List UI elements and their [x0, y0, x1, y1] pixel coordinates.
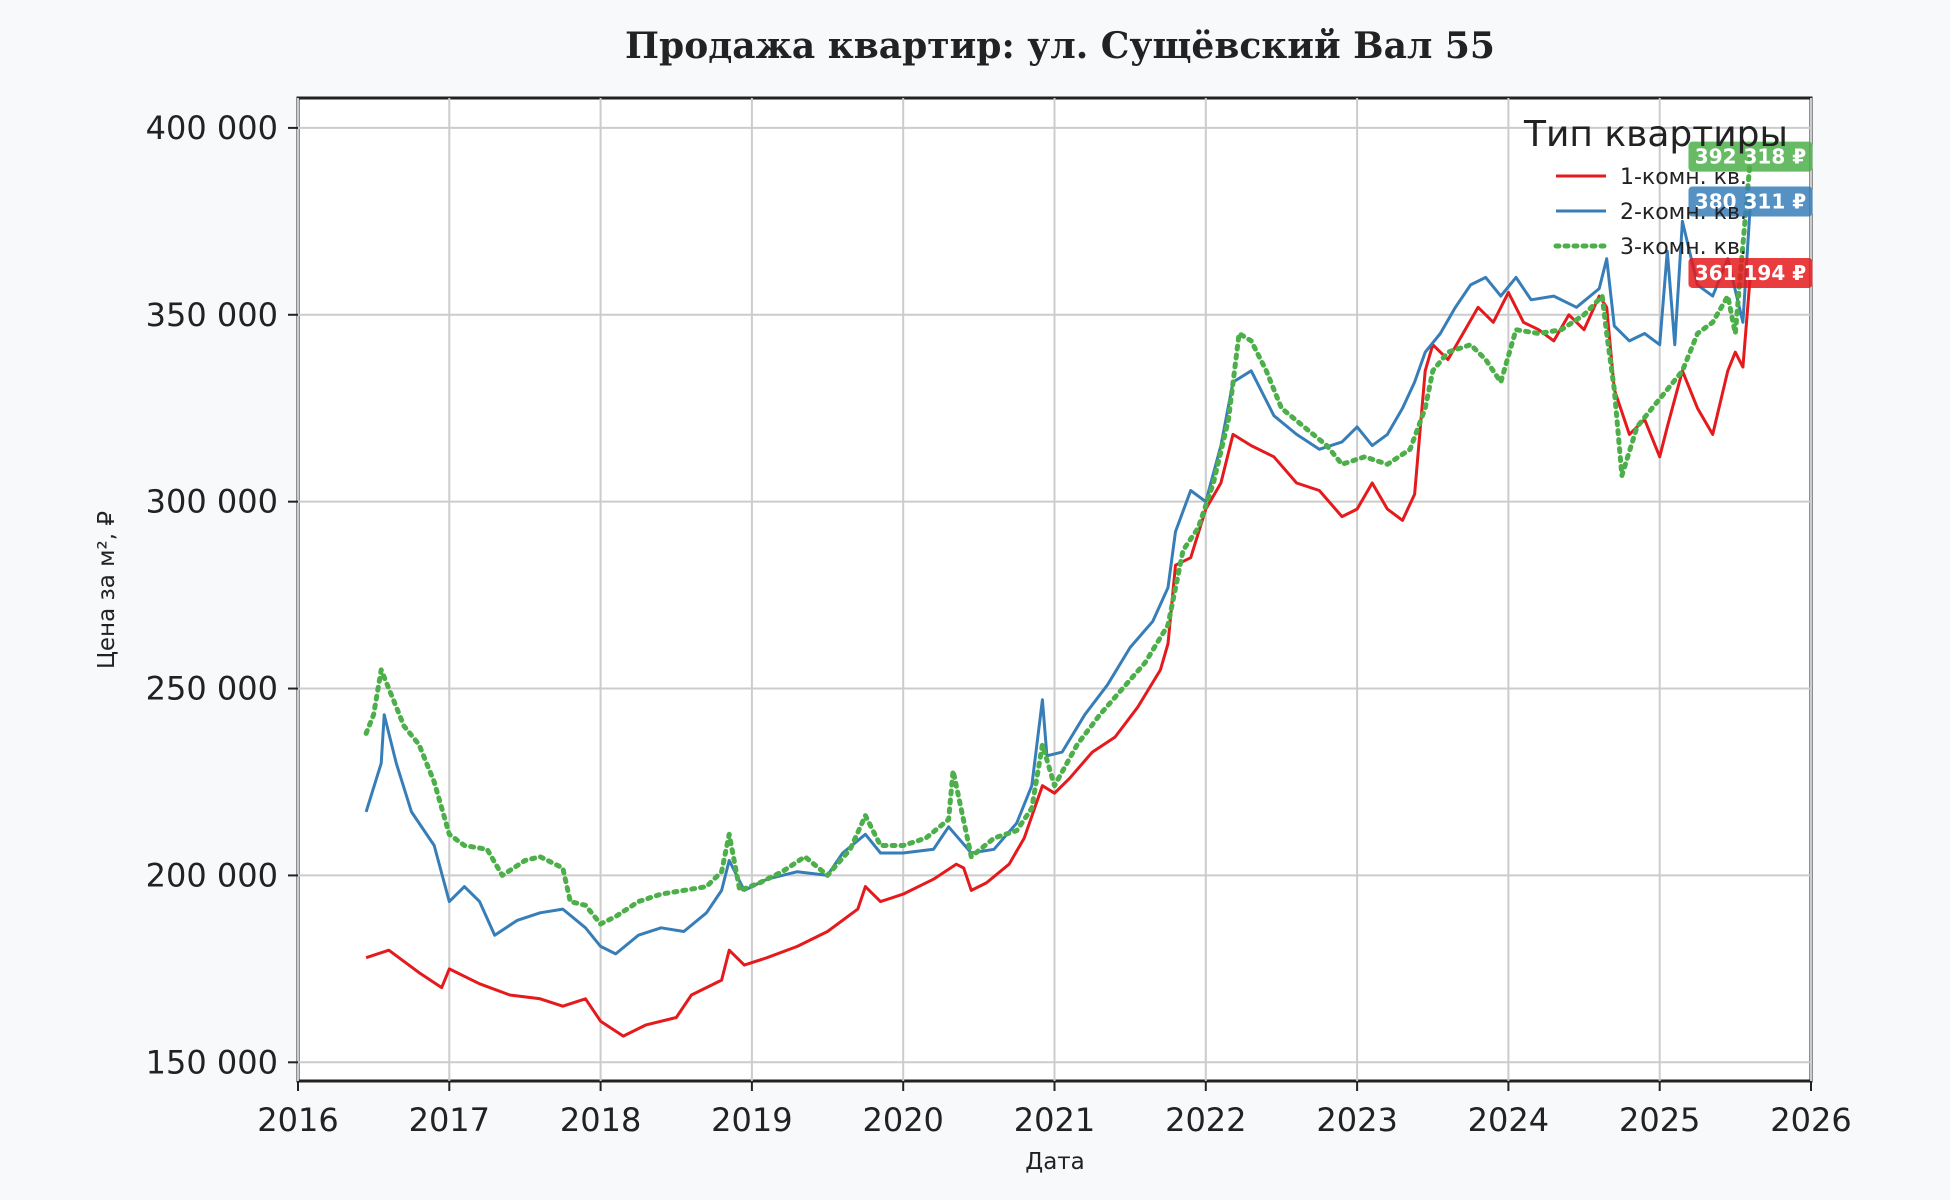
- last-value-badge: 380 311 ₽: [1688, 186, 1813, 217]
- x-axis-label: Дата: [1025, 1149, 1085, 1175]
- y-tick-label: 150 000: [146, 1043, 278, 1081]
- legend-label: 3-комн. кв.: [1620, 235, 1747, 260]
- y-tick-label: 350 000: [146, 296, 278, 334]
- badge-background: [1688, 141, 1813, 172]
- legend-label: 1-комн. кв.: [1620, 165, 1747, 190]
- legend-item-2: 2-комн. кв.: [1556, 200, 1747, 225]
- series-line-2: [364, 201, 1752, 956]
- y-tick-label: 400 000: [146, 109, 278, 147]
- series-line-3: [363, 154, 1753, 927]
- legend-item-3: 3-комн. кв.: [1553, 235, 1747, 260]
- x-tick-label: 2021: [1014, 1101, 1095, 1139]
- y-axis-label: Цена за м², ₽: [94, 511, 120, 669]
- legend-label: 2-комн. кв.: [1620, 200, 1747, 225]
- x-tick-label: 2018: [560, 1101, 641, 1139]
- grid-lines: [297, 98, 1812, 1081]
- badge-value: 392 318 ₽: [1695, 145, 1806, 169]
- value-badges: 361 194 ₽ 380 311 ₽ 392 318 ₽: [1688, 141, 1813, 288]
- x-tick-label: 2017: [409, 1101, 490, 1139]
- series-layer: [363, 154, 1753, 1038]
- legend-title: Тип квартиры: [1523, 114, 1788, 155]
- x-tick-label: 2024: [1468, 1101, 1549, 1139]
- y-axis: 150 000 200 000 250 000 300 000 350 000 400 0…: [146, 109, 298, 1081]
- badge-background: [1688, 186, 1813, 217]
- chart-title: Продажа квартир: ул. Сущёвский Вал 55: [625, 25, 1495, 67]
- x-tick-label: 2019: [711, 1101, 792, 1139]
- last-value-badge: 392 318 ₽: [1688, 141, 1813, 172]
- badge-background: [1688, 257, 1813, 288]
- x-axis: 2016 2017 2018 2019 2020 2021 2022 2023 2024 2025…: [257, 1081, 1852, 1139]
- y-tick-label: 300 000: [146, 483, 278, 521]
- y-tick-label: 250 000: [146, 670, 278, 708]
- badge-value: 380 311 ₽: [1695, 189, 1806, 213]
- x-tick-label: 2020: [862, 1101, 943, 1139]
- x-tick-label: 2026: [1770, 1101, 1851, 1139]
- last-value-badge: 361 194 ₽: [1688, 257, 1813, 288]
- y-tick-label: 200 000: [146, 856, 278, 894]
- x-tick-label: 2025: [1619, 1101, 1700, 1139]
- x-tick-label: 2016: [257, 1101, 338, 1139]
- x-tick-label: 2022: [1165, 1101, 1246, 1139]
- badge-value: 361 194 ₽: [1695, 261, 1806, 285]
- x-tick-label: 2023: [1316, 1101, 1397, 1139]
- legend: Тип квартиры 1-комн. кв. 2-комн. кв. 3-ком…: [1523, 114, 1788, 260]
- legend-item-1: 1-комн. кв.: [1556, 165, 1747, 190]
